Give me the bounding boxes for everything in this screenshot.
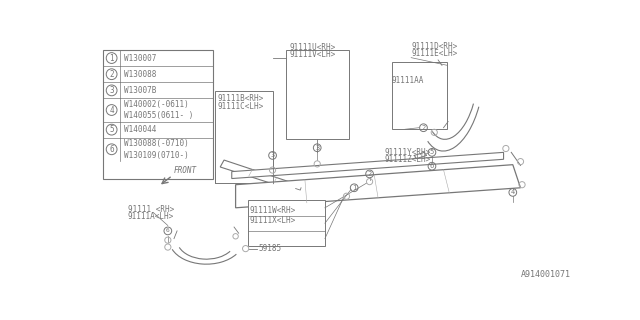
Text: 91111U<RH>: 91111U<RH> <box>289 43 336 52</box>
Text: 4: 4 <box>109 106 114 115</box>
Text: 6: 6 <box>166 228 170 233</box>
Bar <box>248 200 325 246</box>
Text: 6: 6 <box>109 145 114 154</box>
Text: 91111B<RH>: 91111B<RH> <box>217 94 264 103</box>
Text: W130109(0710-): W130109(0710-) <box>124 150 189 160</box>
Text: W140055(0611- ): W140055(0611- ) <box>124 111 193 120</box>
Text: 91111AA: 91111AA <box>392 76 424 85</box>
Text: 91111X<LH>: 91111X<LH> <box>250 216 296 225</box>
Text: 1: 1 <box>109 53 114 62</box>
Polygon shape <box>232 152 504 179</box>
Text: 3: 3 <box>109 86 114 95</box>
Text: W130088(-0710): W130088(-0710) <box>124 139 189 148</box>
Text: W130088: W130088 <box>124 70 156 79</box>
Bar <box>285 50 349 139</box>
Text: 3: 3 <box>315 145 319 151</box>
Polygon shape <box>220 160 305 193</box>
Text: 91111Y<RH>: 91111Y<RH> <box>384 148 431 157</box>
Text: 91111A<LH>: 91111A<LH> <box>128 212 174 221</box>
Text: 2: 2 <box>109 70 114 79</box>
Text: W130007: W130007 <box>124 53 156 62</box>
Text: 1: 1 <box>352 185 356 191</box>
Text: 91111V<LH>: 91111V<LH> <box>289 50 336 59</box>
Text: 59185: 59185 <box>259 244 282 253</box>
Text: FRONT: FRONT <box>174 166 197 175</box>
Text: W13007B: W13007B <box>124 86 156 95</box>
Text: 91111Z<LH>: 91111Z<LH> <box>384 155 431 164</box>
Text: W140044: W140044 <box>124 125 156 134</box>
Text: 91111E<LH>: 91111E<LH> <box>411 49 458 58</box>
Text: 91111C<LH>: 91111C<LH> <box>217 102 264 111</box>
Text: W140002(-0611): W140002(-0611) <box>124 100 189 109</box>
Text: 2: 2 <box>367 171 372 177</box>
Text: 91111W<RH>: 91111W<RH> <box>250 206 296 215</box>
Text: 91111 <RH>: 91111 <RH> <box>128 205 174 214</box>
Text: 4: 4 <box>511 189 515 196</box>
Text: 6: 6 <box>430 163 434 169</box>
Bar <box>103 50 213 179</box>
Text: 3: 3 <box>271 152 275 158</box>
Text: 5: 5 <box>430 149 434 156</box>
Text: A914001071: A914001071 <box>520 270 570 279</box>
Text: 91111D<RH>: 91111D<RH> <box>411 42 458 52</box>
Polygon shape <box>236 165 520 208</box>
Text: 5: 5 <box>109 125 114 134</box>
Bar <box>392 61 447 129</box>
Bar <box>215 91 273 183</box>
Text: 2: 2 <box>421 125 426 131</box>
